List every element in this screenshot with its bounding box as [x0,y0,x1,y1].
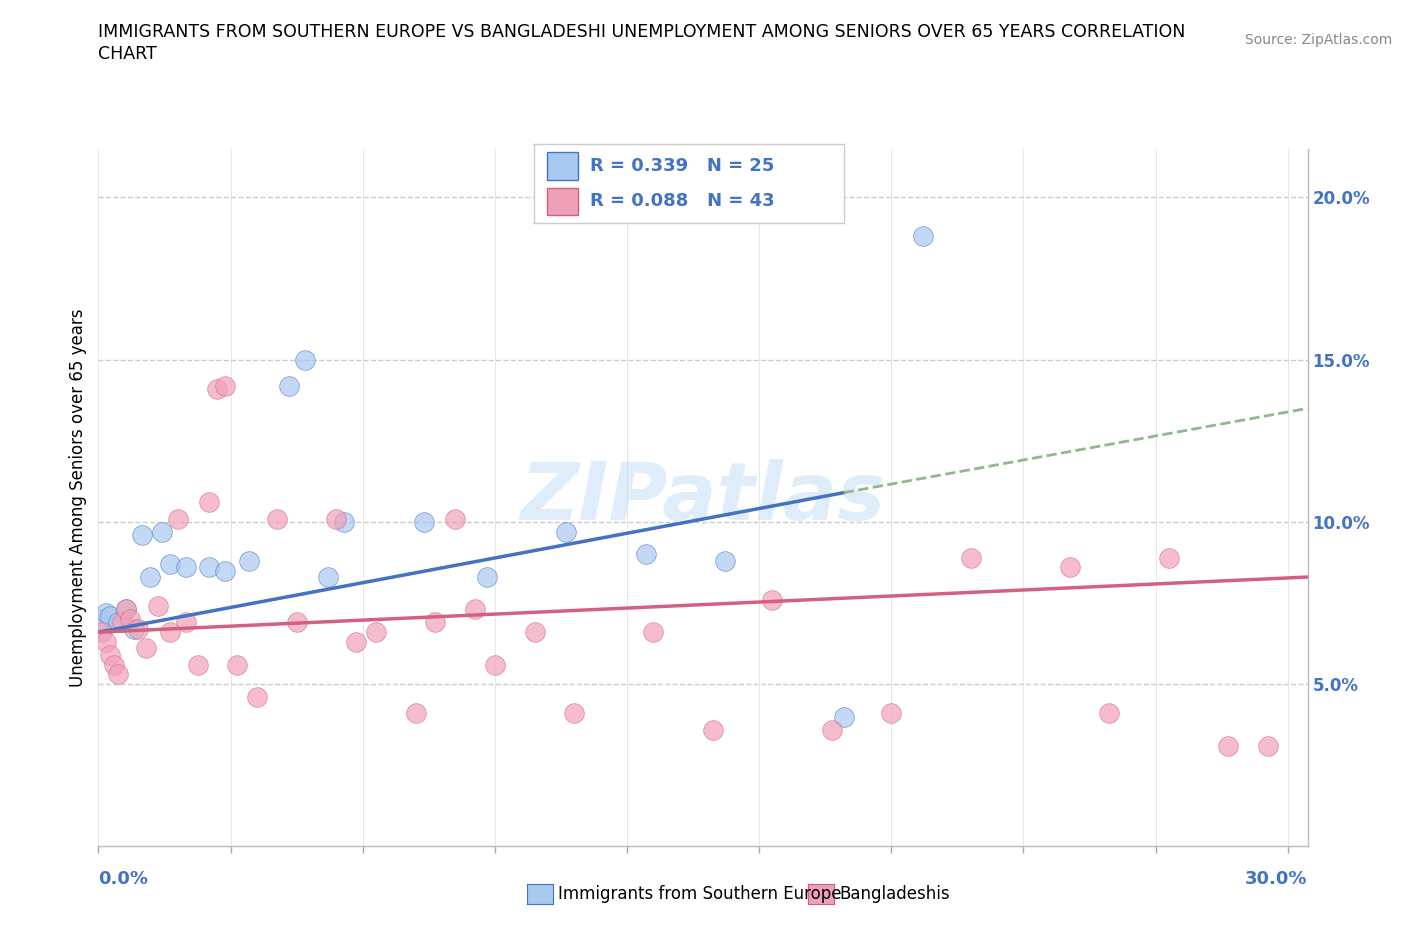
Point [198,495,221,510]
Point [96,605,118,620]
Point [325,512,347,526]
Point [159,557,181,572]
Point [150,525,173,539]
Point [412,514,434,529]
Point [1059,560,1081,575]
Text: Bangladeshis: Bangladeshis [839,884,950,903]
Point [761,592,783,607]
Point [1098,706,1121,721]
Point [146,599,169,614]
Point [131,527,153,542]
Point [523,625,546,640]
Point [634,547,657,562]
Point [702,722,724,737]
Point [475,569,498,584]
Point [333,514,356,529]
Point [294,352,316,367]
Point [959,551,981,565]
Point [135,641,157,656]
Point [277,379,299,393]
Point [285,615,308,630]
Point [120,612,142,627]
Point [1157,551,1180,565]
Point [555,525,578,539]
Text: Immigrants from Southern Europe: Immigrants from Southern Europe [558,884,842,903]
Text: R = 0.339   N = 25: R = 0.339 N = 25 [591,157,775,175]
Text: IMMIGRANTS FROM SOUTHERN EUROPE VS BANGLADESHI UNEMPLOYMENT AMONG SENIORS OVER 6: IMMIGRANTS FROM SOUTHERN EUROPE VS BANGL… [98,23,1185,41]
Point [238,553,260,568]
Point [115,602,138,617]
Text: 30.0%: 30.0% [1246,870,1308,888]
Point [911,229,934,244]
Point [425,615,447,630]
Point [159,625,181,640]
Point [1218,738,1240,753]
Point [821,722,844,737]
Text: 0.0%: 0.0% [98,870,149,888]
Point [444,512,467,526]
Point [96,634,118,649]
Point [91,612,114,627]
Point [174,615,197,630]
Point [714,553,737,568]
Point [107,615,129,630]
Point [115,602,138,617]
Point [1257,738,1279,753]
Point [562,706,585,721]
Text: Source: ZipAtlas.com: Source: ZipAtlas.com [1244,33,1392,46]
Point [207,381,229,396]
Point [122,621,145,636]
Text: CHART: CHART [98,45,157,62]
Point [344,634,367,649]
Point [364,625,387,640]
Point [111,615,134,630]
Bar [547,153,578,179]
Bar [547,188,578,216]
Point [198,560,221,575]
Point [484,658,506,672]
Text: R = 0.088   N = 43: R = 0.088 N = 43 [591,193,775,210]
Point [107,667,129,682]
Point [98,647,121,662]
Point [174,560,197,575]
Point [214,563,236,578]
Point [186,658,208,672]
Point [318,569,340,584]
Point [405,706,427,721]
Point [91,625,114,640]
Point [226,658,249,672]
Point [246,690,269,705]
Point [103,658,125,672]
Text: ZIPatlas: ZIPatlas [520,458,886,537]
Point [214,379,236,393]
Point [127,621,149,636]
Point [98,608,121,623]
Point [139,569,162,584]
Point [880,706,903,721]
Y-axis label: Unemployment Among Seniors over 65 years: Unemployment Among Seniors over 65 years [69,309,87,686]
Point [643,625,665,640]
Point [166,512,188,526]
Point [266,512,288,526]
Point [464,602,486,617]
Point [832,709,855,724]
